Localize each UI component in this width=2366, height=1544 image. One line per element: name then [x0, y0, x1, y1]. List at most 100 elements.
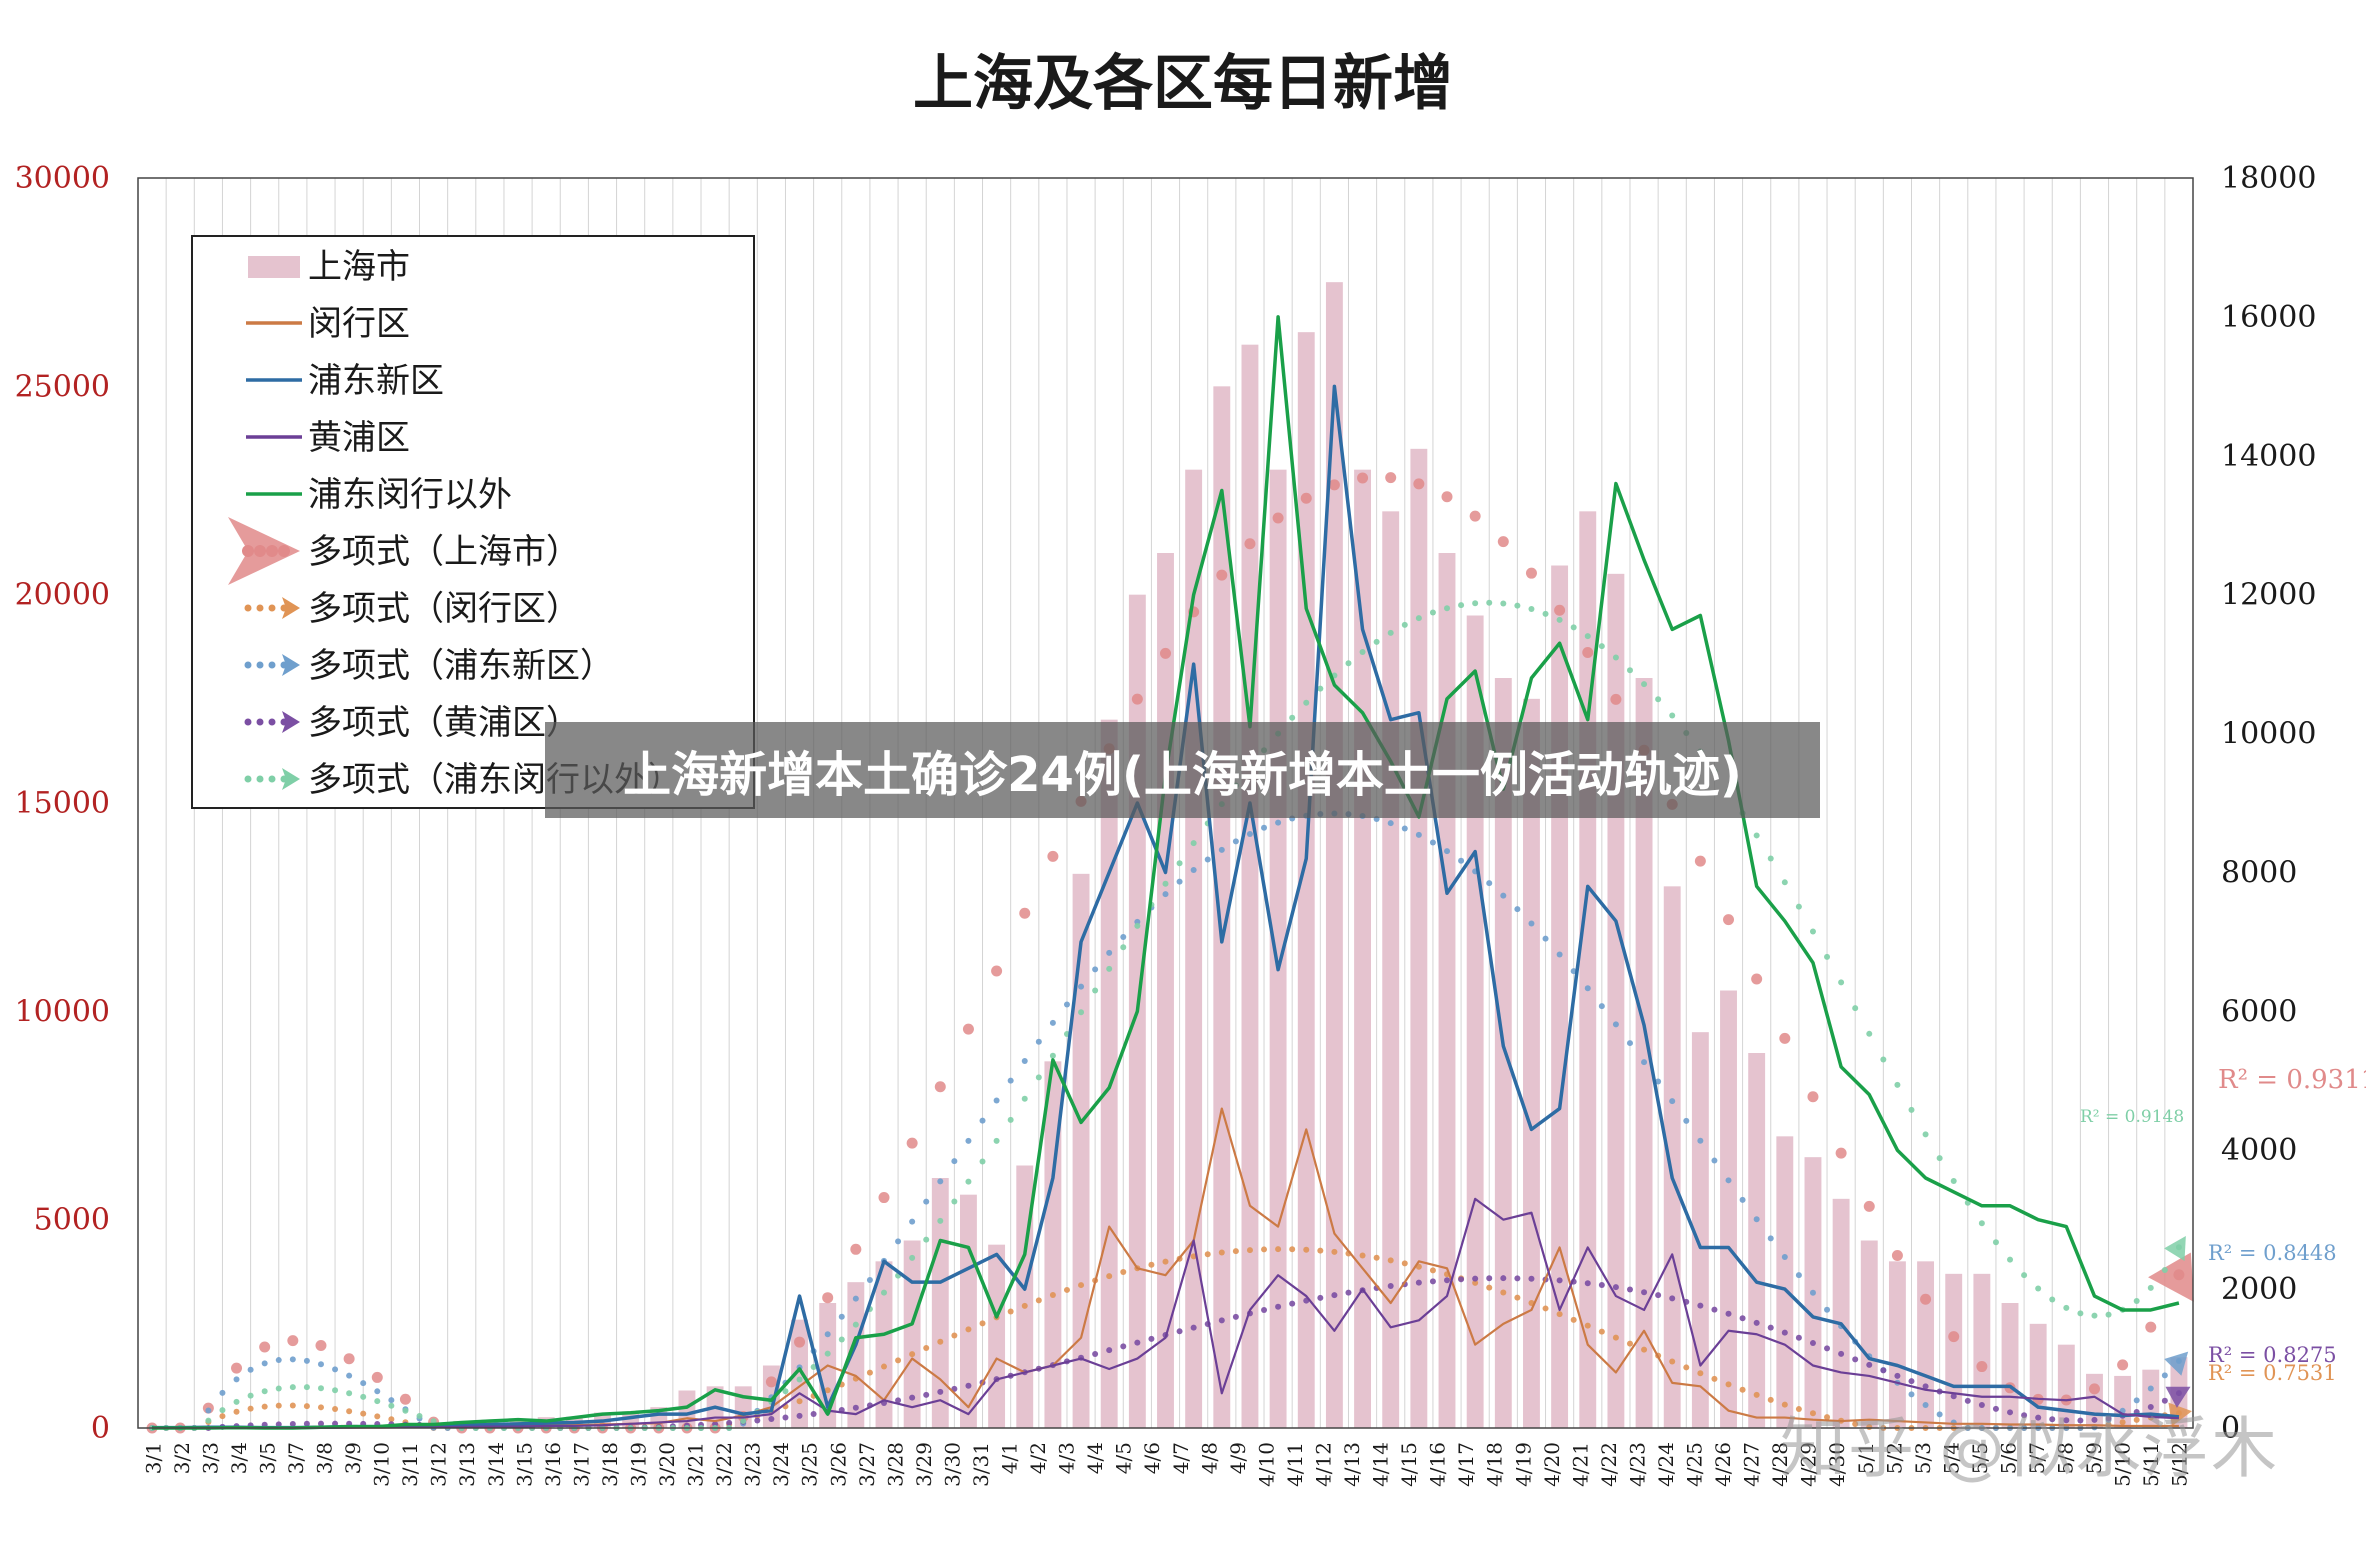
x-tick-label: 3/27 [855, 1442, 879, 1487]
trendline-huangpu-dot [1458, 1276, 1464, 1282]
x-tick-label: 3/22 [712, 1442, 736, 1487]
trendline-shanghai-dot [1047, 851, 1058, 862]
y-right-tick-label: 10000 [2221, 717, 2316, 752]
x-tick-label: 3/12 [427, 1442, 451, 1487]
x-tick-label: 3/30 [940, 1442, 964, 1487]
bar-shanghai [988, 1245, 1005, 1428]
trendline-minhang-dot [276, 1403, 282, 1409]
trendline-other-dot [290, 1384, 296, 1390]
trendline-other-dot [881, 1290, 887, 1296]
x-tick-label: 4/7 [1169, 1442, 1193, 1474]
x-tick-label: 3/15 [512, 1442, 536, 1487]
x-tick-label: 3/8 [313, 1442, 337, 1474]
trendline-shanghai-dot [1864, 1201, 1875, 1212]
legend-swatch-dot [257, 605, 264, 612]
trendline-minhang-dot [234, 1409, 240, 1415]
y-right-tick-label: 12000 [2221, 578, 2316, 613]
trendline-minhang-dot [290, 1403, 296, 1409]
bar-shanghai [1242, 345, 1259, 1428]
trendline-huangpu-dot [1613, 1284, 1619, 1290]
trendline-pudong-dot [1106, 950, 1112, 956]
trendline-other-dot [1486, 600, 1492, 606]
trendline-huangpu-dot [937, 1389, 943, 1395]
trendline-other-dot [1880, 1056, 1886, 1062]
x-tick-label: 4/6 [1140, 1442, 1164, 1474]
legend-label: 上海市 [308, 247, 410, 287]
trendline-minhang-dot [1740, 1387, 1746, 1393]
trendline-other-dot [1134, 923, 1140, 929]
x-tick-label: 4/2 [1026, 1442, 1050, 1474]
trendline-other-dot [1627, 667, 1633, 673]
trendline-other-dot [1177, 860, 1183, 866]
trendline-minhang-dot [1641, 1347, 1647, 1353]
trendline-minhang-dot [1219, 1249, 1225, 1255]
trendline-shanghai-dot [1751, 974, 1762, 985]
trendline-other-dot [1866, 1031, 1872, 1037]
trendline-pudong-dot [1528, 921, 1534, 927]
trendline-minhang-dot [1388, 1257, 1394, 1263]
x-tick-label: 4/21 [1568, 1442, 1592, 1487]
x-tick-label: 4/23 [1625, 1442, 1649, 1487]
trendline-pudong-dot [1543, 936, 1549, 942]
trendline-pudong-dot [1585, 985, 1591, 991]
trendline-other-dot [1289, 715, 1295, 721]
trendline-other-dot [2091, 1313, 2097, 1319]
trendline-pudong-dot [1641, 1059, 1647, 1065]
trendline-other-dot [1430, 610, 1436, 616]
trendline-pudong-dot [1036, 1039, 1042, 1045]
trendline-other-dot [1838, 979, 1844, 985]
trendline-pudong-dot [839, 1314, 845, 1320]
trendline-other-dot [205, 1418, 211, 1424]
trendline-shanghai-dot [1976, 1361, 1987, 1372]
trendline-other-dot [1993, 1239, 1999, 1245]
trendline-shanghai-dot [1357, 472, 1368, 483]
trendline-other-dot [1345, 660, 1351, 666]
trendline-other-dot [1120, 944, 1126, 950]
bar-shanghai [1326, 282, 1343, 1428]
trendline-huangpu-dot [1289, 1301, 1295, 1307]
trendline-other-dot [1782, 879, 1788, 885]
trendline-other-dot [1022, 1096, 1028, 1102]
trendline-pudong-dot [1500, 893, 1506, 899]
trendline-other-dot [853, 1322, 859, 1328]
trendline-shanghai-dot [1160, 648, 1171, 659]
trendline-shanghai-dot [794, 1337, 805, 1348]
x-tick-label: 3/28 [883, 1442, 907, 1487]
trendline-shanghai-dot [1132, 694, 1143, 705]
trendline-other-dot [1514, 603, 1520, 609]
trendline-huangpu-dot [1106, 1347, 1112, 1353]
trendline-minhang-dot [951, 1333, 957, 1339]
bar-shanghai [1748, 1053, 1765, 1428]
y-right-tick-label: 18000 [2221, 161, 2316, 196]
trendline-huangpu-dot [782, 1415, 788, 1421]
legend-label: 黄浦区 [308, 418, 410, 458]
headline-banner: 上海新增本土确诊24例(上海新增本土一例活动轨迹) [545, 722, 1820, 818]
trendline-other-dot [2007, 1257, 2013, 1263]
trendline-minhang-dot [1585, 1323, 1591, 1329]
legend-swatch-dot [245, 776, 252, 783]
trendline-huangpu-dot [1838, 1351, 1844, 1357]
trendline-shanghai-dot [1948, 1331, 1959, 1342]
trendline-shanghai-dot [1526, 568, 1537, 579]
trendline-shanghai-dot [878, 1192, 889, 1203]
trendline-pudong-dot [1726, 1177, 1732, 1183]
trendline-pudong-dot [1740, 1197, 1746, 1203]
x-tick-label: 4/11 [1283, 1442, 1307, 1487]
trendline-minhang-dot [1233, 1248, 1239, 1254]
legend-swatch-dot [245, 605, 252, 612]
trendline-huangpu-dot [1810, 1340, 1816, 1346]
trendline-other-dot [1036, 1074, 1042, 1080]
trendline-other-dot [1528, 606, 1534, 612]
trendline-minhang-dot [881, 1364, 887, 1370]
trendline-pudong-dot [1050, 1020, 1056, 1026]
trendline-minhang-dot [1163, 1259, 1169, 1265]
trendline-pudong-dot [1768, 1235, 1774, 1241]
x-tick-label: 4/8 [1197, 1442, 1221, 1474]
trendline-minhang-dot [937, 1339, 943, 1345]
trendline-minhang-dot [1697, 1370, 1703, 1376]
x-tick-label: 4/1 [998, 1442, 1022, 1474]
trendline-pudong-dot [248, 1367, 254, 1373]
trendline-pudong-dot [867, 1277, 873, 1283]
trendline-other-dot [1613, 655, 1619, 661]
trendline-pudong-dot [1219, 847, 1225, 853]
